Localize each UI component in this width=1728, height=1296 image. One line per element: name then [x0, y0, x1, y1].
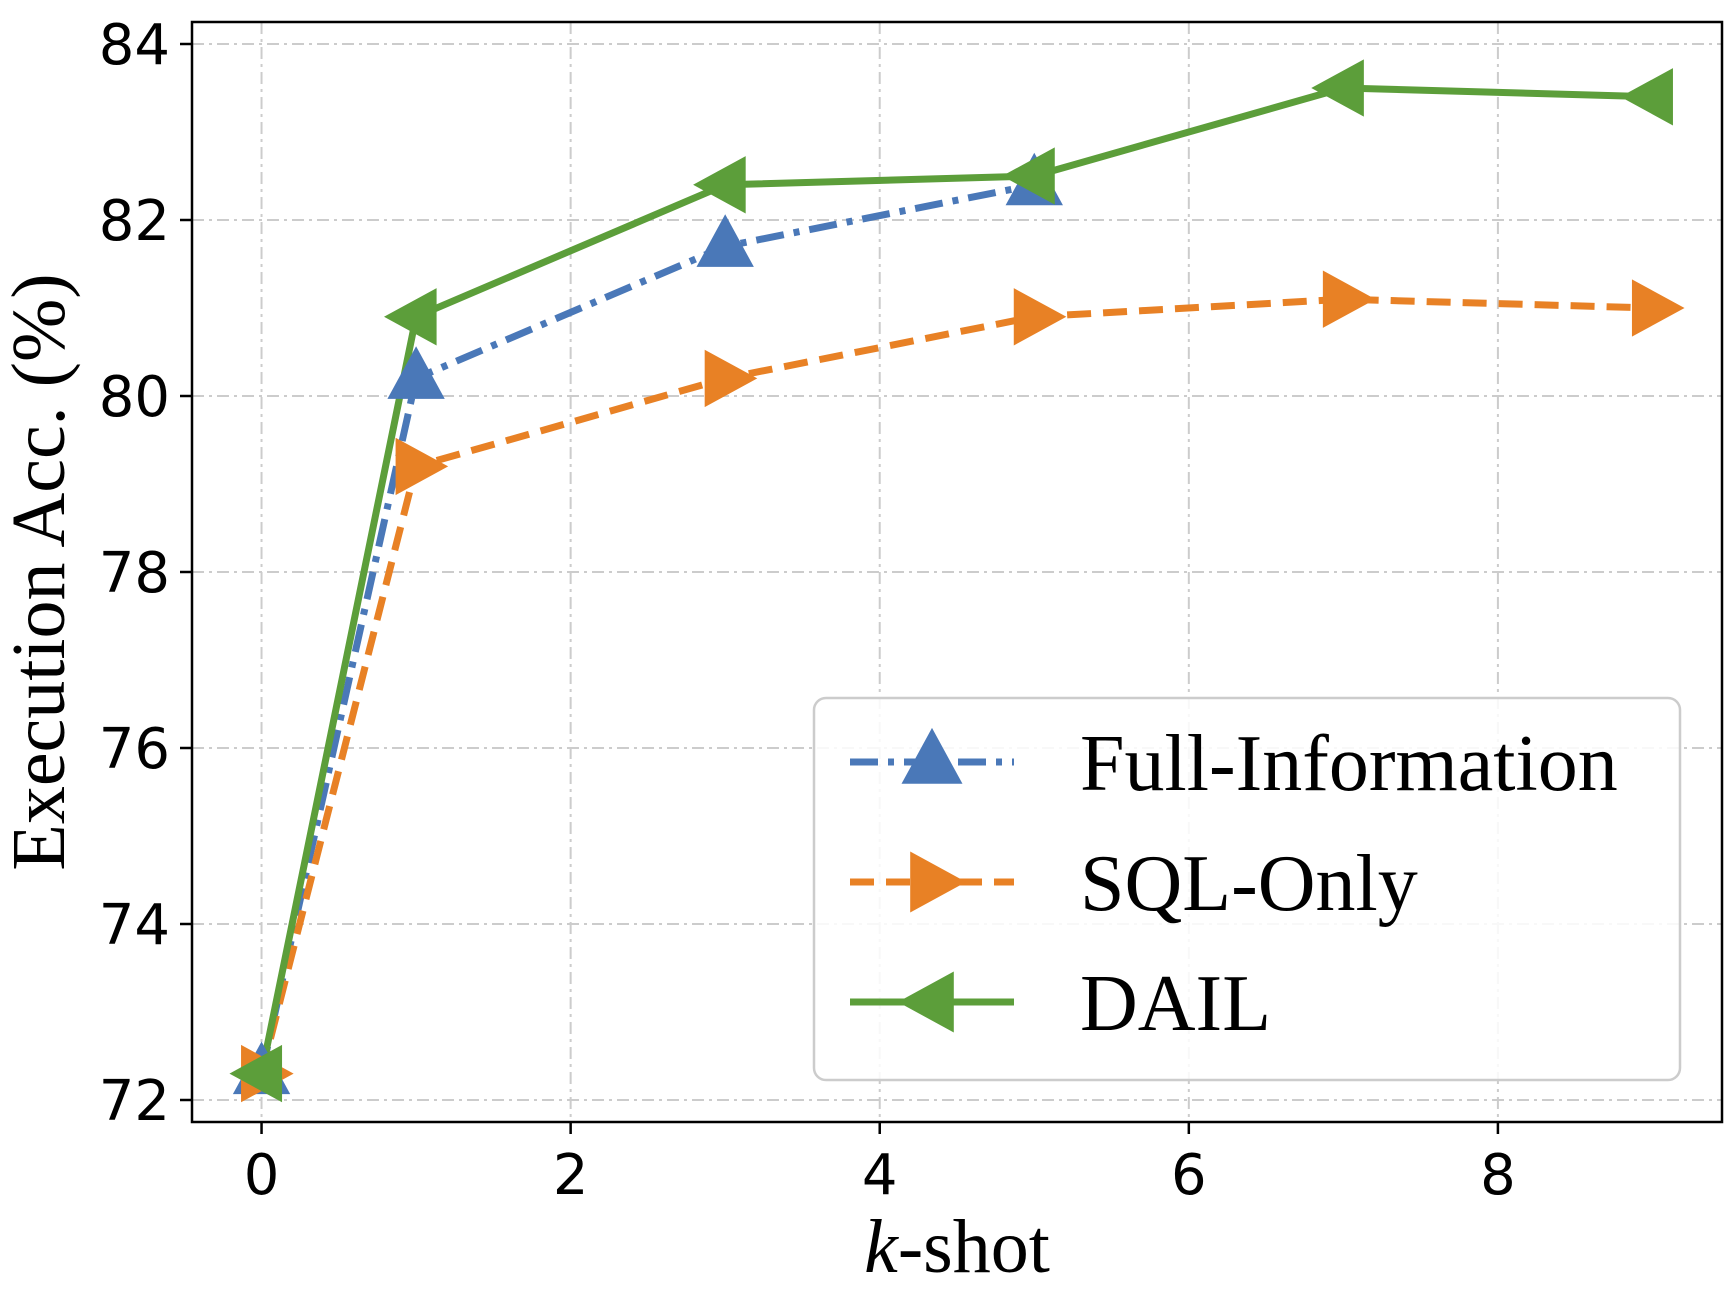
y-tick-label: 74: [99, 893, 170, 958]
x-tick-label: 4: [862, 1143, 898, 1208]
data-point-0: [387, 346, 445, 399]
legend-label-1: SQL-Only: [1080, 840, 1418, 928]
data-point-2: [1620, 68, 1673, 126]
data-point-2: [229, 1044, 283, 1103]
legend: Full-Information SQL-Only DAIL: [812, 696, 1682, 1082]
data-point-2: [1002, 147, 1055, 205]
axis-ticks: 0 2 4 6 8 72 74 76 78 80 82 84: [99, 13, 1516, 1208]
x-tick-label: 0: [244, 1143, 280, 1208]
data-point-1: [395, 437, 449, 496]
data-point-1: [1631, 279, 1685, 337]
legend-marker-0: [901, 727, 963, 784]
series-lines: [258, 84, 1653, 1075]
legend-box: [812, 696, 1682, 1082]
data-point-2: [1311, 59, 1364, 117]
data-point-1: [704, 349, 758, 408]
series-line-1: [258, 295, 1653, 1075]
y-tick-label: 72: [99, 1069, 170, 1134]
y-tick-label: 82: [99, 189, 170, 254]
data-point-2: [384, 288, 437, 346]
data-point-2: [693, 156, 746, 214]
x-axis-label-rest: -shot: [898, 1205, 1050, 1289]
x-tick-label: 8: [1480, 1143, 1516, 1208]
legend-marker-1: [910, 851, 967, 913]
series-line-0: [258, 181, 1035, 1075]
legend-marker-2: [897, 971, 954, 1033]
plot-frame: [190, 20, 1724, 1124]
data-point-1: [1013, 288, 1067, 346]
data-point-0: [696, 214, 754, 267]
y-tick-label: 78: [99, 541, 170, 606]
x-axis-label-italic: k: [864, 1205, 899, 1289]
y-tick-label: 84: [99, 13, 170, 78]
y-tick-label: 80: [99, 365, 170, 430]
y-tick-label: 76: [99, 717, 170, 782]
x-tick-label: 2: [553, 1143, 589, 1208]
y-axis-label: Execution Acc. (%): [0, 273, 81, 870]
legend-label-2: DAIL: [1080, 960, 1271, 1048]
data-point-1: [1322, 270, 1376, 328]
series-line-2: [258, 84, 1653, 1075]
x-axis-label: k-shot: [864, 1205, 1050, 1289]
legend-label-0: Full-Information: [1080, 720, 1618, 808]
x-tick-label: 6: [1171, 1143, 1207, 1208]
series-markers: [229, 59, 1685, 1103]
